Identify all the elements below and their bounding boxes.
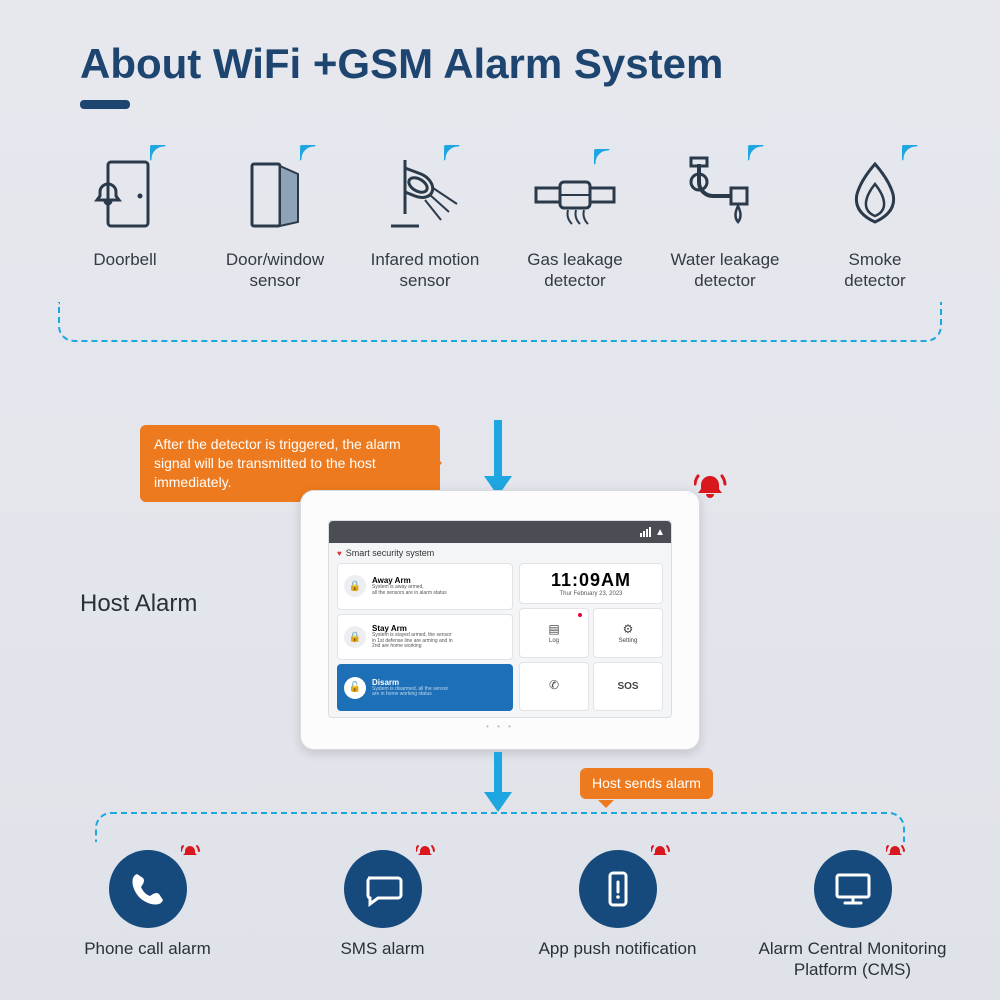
sensor-label: Door/window sensor [226,249,324,292]
clock-time: 11:09AM [524,570,658,591]
mode-stay-arm[interactable]: 🔒 Stay Arm System is stayed armed, the s… [337,614,513,661]
sensor-smoke: Smoke detector [800,149,950,292]
notify-dot [578,613,582,617]
alarm-bell-icon [694,472,736,508]
mini-alarm-icon [416,844,438,860]
output-label: App push notification [539,938,697,959]
system-title-text: Smart security system [346,548,435,558]
log-icon: ▤ [548,622,559,636]
gas-detector-icon [530,149,620,239]
sensor-water: Water leakage detector [650,149,800,292]
lock-icon: 🔒 [344,575,366,597]
clock-date: Thur February 23, 2023 [524,591,658,597]
sensor-label: Water leakage detector [671,249,780,292]
heart-icon: ♥ [337,549,342,558]
device-screen: ▲ ♥ Smart security system 🔒 Away Arm Sys… [328,520,672,718]
tile-sos[interactable]: SOS [593,662,663,712]
mode-away-arm[interactable]: 🔒 Away Arm System is away armed, all the… [337,563,513,610]
output-sms: SMS alarm [265,850,500,981]
arrow-to-host [484,420,512,496]
sensor-motion: Infared motion sensor [350,149,500,292]
sensor-label: Infared motion sensor [371,249,480,292]
lock-icon: 🔒 [344,626,366,648]
sensor-doorbell: Doorbell [50,149,200,292]
doorbell-icon [80,149,170,239]
host-label: Host Alarm [80,590,197,618]
mini-alarm-icon [651,844,673,860]
mini-alarm-icon [886,844,908,860]
dashed-bracket-bottom [95,812,905,842]
page-title: About WiFi +GSM Alarm System [80,40,960,88]
host-section: Host Alarm ▲ ♥ Smart security system 🔒 [0,490,1000,750]
tile-label: SOS [617,681,638,692]
output-phone: Phone call alarm [30,850,265,981]
output-label: Alarm Central Monitoring Platform (CMS) [758,938,946,981]
screen-title: ♥ Smart security system [329,543,671,561]
tile-phone[interactable]: ✆ [519,662,589,712]
sensor-door-window: Door/window sensor [200,149,350,292]
output-label: SMS alarm [340,938,424,959]
screen-statusbar: ▲ [329,521,671,543]
title-underline [80,100,130,109]
water-detector-icon [680,149,770,239]
phone-icon: ✆ [549,678,559,692]
phone-call-icon [109,850,187,928]
infographic-canvas: About WiFi +GSM Alarm System Doorbell [0,0,1000,1000]
smoke-detector-icon [830,149,920,239]
quick-tiles: ▤ Log ⚙ Setting ✆ [519,608,663,711]
sensor-label: Smoke detector [844,249,905,292]
sensor-row: Doorbell Door/window sensor [40,149,960,292]
unlock-icon: 🔓 [344,677,366,699]
wifi-icon: ▲ [655,527,665,538]
door-sensor-icon [230,149,320,239]
callout-send: Host sends alarm [580,768,713,799]
output-row: Phone call alarm SMS alarm App push noti [0,850,1000,981]
tile-setting[interactable]: ⚙ Setting [593,608,663,658]
cms-monitor-icon [814,850,892,928]
sensor-label: Gas leakage detector [527,249,622,292]
signal-icon [640,527,651,537]
mode-desc: System is away armed, all the sensors ar… [372,585,447,596]
alarm-host-device: ▲ ♥ Smart security system 🔒 Away Arm Sys… [300,490,700,750]
gear-icon: ⚙ [623,622,634,636]
motion-sensor-icon [380,149,470,239]
tile-log[interactable]: ▤ Log [519,608,589,658]
output-label: Phone call alarm [84,938,211,959]
sms-icon [344,850,422,928]
sensor-gas: Gas leakage detector [500,149,650,292]
push-notification-icon [579,850,657,928]
sensor-label: Doorbell [93,249,156,270]
tile-label: Log [549,638,559,644]
clock-card: 11:09AM Thur February 23, 2023 [519,563,663,604]
mode-list: 🔒 Away Arm System is away armed, all the… [337,563,513,711]
arrow-from-host [484,752,512,812]
dashed-bracket-top [58,302,942,342]
mini-alarm-icon [181,844,203,860]
tile-label: Setting [619,638,638,644]
pager-dots: • • • [328,718,672,731]
mode-disarm[interactable]: 🔓 Disarm System is disarmed, all the sen… [337,664,513,711]
mode-desc: System is disarmed, all the sensor are i… [372,687,448,698]
output-cms: Alarm Central Monitoring Platform (CMS) [735,850,970,981]
mode-desc: System is stayed armed, the sensor in 1s… [372,633,453,650]
output-push: App push notification [500,850,735,981]
